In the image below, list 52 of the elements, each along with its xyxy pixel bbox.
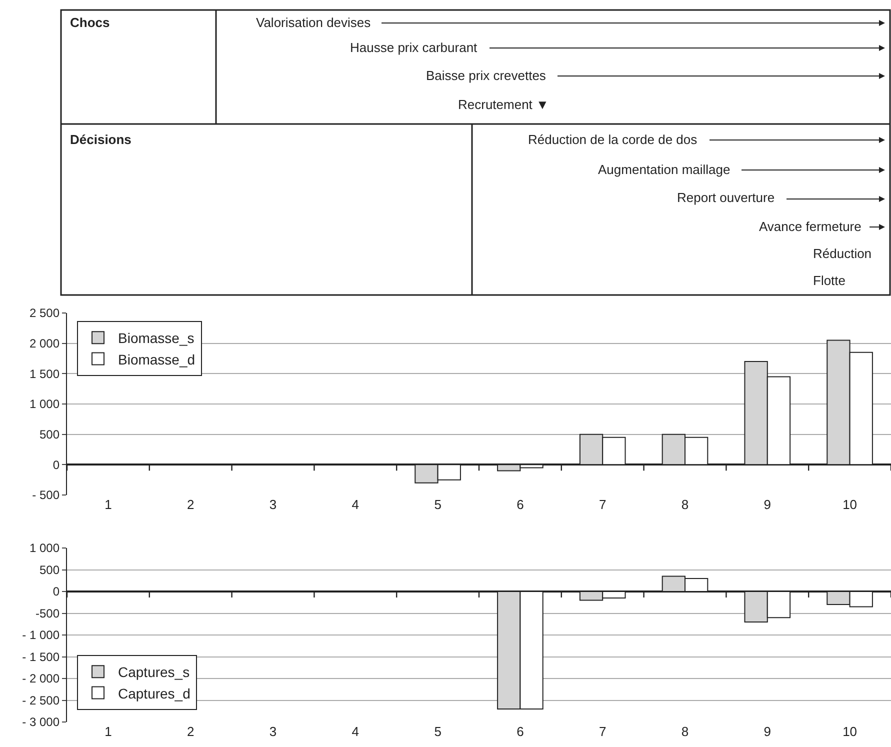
text: Réduction de la corde de dos — [528, 132, 698, 147]
legend-label: Biomasse_d — [118, 351, 196, 368]
y-tick-label: 500 — [39, 428, 60, 442]
x-tick-label: 4 — [352, 724, 360, 739]
x-tick-label: 5 — [434, 724, 442, 739]
x-tick-label: 4 — [352, 497, 360, 512]
y-tick-label: - 2 000 — [22, 672, 60, 686]
x-tick-label: 3 — [269, 497, 277, 512]
x-tick-label: 6 — [516, 724, 524, 739]
y-tick-label: 1 000 — [29, 541, 60, 556]
x-tick-label: 10 — [842, 724, 858, 739]
x-tick-label: 5 — [434, 497, 442, 512]
y-tick-label: 2 000 — [29, 336, 60, 351]
legend-label: Captures_d — [118, 685, 190, 702]
text: Avance fermeture — [759, 219, 862, 234]
y-tick-label: 2 500 — [29, 306, 60, 320]
text: Chocs — [70, 15, 110, 30]
x-tick-label: 2 — [186, 497, 194, 512]
y-tick-label: 1 000 — [29, 397, 60, 412]
y-tick-label: - 2 500 — [22, 693, 60, 708]
y-tick-label: 0 — [52, 458, 60, 472]
x-tick-label: 1 — [104, 724, 112, 739]
text: Baisse prix crevettes — [426, 68, 546, 83]
y-tick-label: 500 — [39, 562, 60, 577]
text: Décisions — [70, 132, 132, 147]
text: Valorisation devises — [256, 15, 372, 30]
x-tick-label: 8 — [681, 497, 689, 512]
x-tick-label: 3 — [269, 724, 277, 739]
x-tick-label: 9 — [764, 724, 772, 739]
text: Report ouverture — [677, 190, 775, 205]
legend-label: Captures_s — [118, 664, 190, 680]
legend-label: Biomasse_s — [118, 330, 194, 346]
text: Flotte — [813, 273, 846, 288]
x-tick-label: 7 — [598, 724, 606, 739]
text: Réduction — [813, 246, 872, 261]
y-tick-label: - 1 500 — [22, 650, 60, 664]
x-tick-label: 7 — [598, 497, 606, 512]
x-tick-label: 6 — [516, 497, 524, 512]
y-tick-label: - 500 — [32, 488, 60, 502]
text: Hausse prix carburant — [350, 40, 478, 55]
x-tick-label: 1 — [104, 497, 112, 512]
x-tick-label: 10 — [842, 497, 858, 512]
y-tick-label: -500 — [35, 606, 60, 620]
y-tick-label: - 1 000 — [22, 628, 60, 642]
y-tick-label: 0 — [52, 584, 60, 599]
x-tick-label: 8 — [681, 724, 689, 739]
text: Augmentation maillage — [598, 162, 730, 177]
text: Recrutement ▼ — [458, 97, 549, 112]
y-tick-label: - 3 000 — [22, 715, 60, 730]
y-tick-label: 1 500 — [29, 366, 60, 381]
x-tick-label: 9 — [764, 497, 772, 512]
x-tick-label: 2 — [186, 724, 194, 739]
